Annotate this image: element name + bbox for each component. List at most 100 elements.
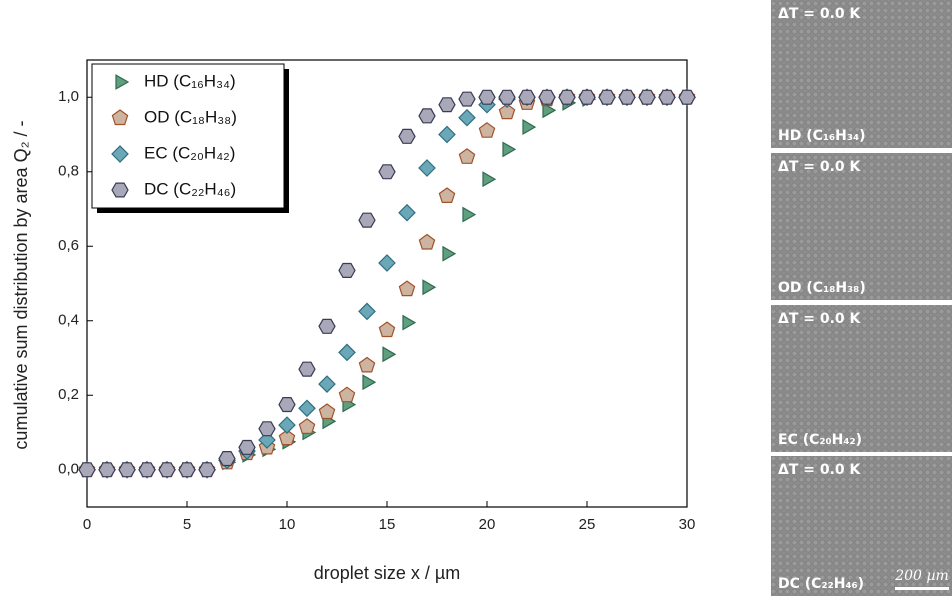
x-tick-label: 30 <box>679 516 696 533</box>
data-point <box>638 89 656 105</box>
data-point <box>478 89 496 105</box>
y-tick-label: 1,0 <box>58 88 79 105</box>
data-point <box>118 462 136 478</box>
x-axis-label: droplet size x / µm <box>314 563 460 583</box>
data-point <box>498 103 516 120</box>
data-point <box>298 418 316 434</box>
data-point <box>402 314 417 331</box>
data-point <box>658 89 676 105</box>
data-point <box>358 212 376 228</box>
data-point <box>338 262 356 278</box>
data-point <box>178 462 196 478</box>
panel-condition: ΔT = 0.0 K <box>778 462 862 478</box>
data-point <box>418 159 436 177</box>
x-tick-label: 15 <box>379 516 396 533</box>
data-point <box>618 89 636 105</box>
data-point <box>398 203 416 222</box>
panel-label: EC (C₂₀H₄₂) <box>778 432 862 448</box>
data-point <box>438 187 456 203</box>
data-point <box>418 108 436 124</box>
legend-marker <box>111 145 129 163</box>
data-point <box>238 439 256 455</box>
y-tick-label: 0,0 <box>58 461 79 478</box>
data-point <box>462 206 477 223</box>
data-point <box>318 403 336 420</box>
data-point <box>158 462 176 478</box>
legend-marker <box>111 109 129 126</box>
data-point <box>522 119 537 136</box>
data-point <box>358 356 376 373</box>
panel-label: OD (C₁₈H₃₈) <box>778 280 866 296</box>
data-point <box>138 462 156 478</box>
legend-label: EC (C₂₀H₄₂) <box>144 143 235 162</box>
data-point <box>438 125 456 144</box>
micrograph <box>771 305 952 452</box>
scale-bar <box>895 587 949 590</box>
data-point <box>598 89 616 105</box>
data-point <box>482 171 497 188</box>
legend-label: OD (C₁₈H₃₈) <box>144 107 237 126</box>
micrograph <box>771 153 952 300</box>
data-point <box>298 399 316 418</box>
x-tick-label: 5 <box>183 516 191 533</box>
data-point <box>278 429 296 446</box>
legend-label: HD (C₁₆H₃₄) <box>144 71 236 90</box>
panel-condition: ΔT = 0.0 K <box>778 159 862 175</box>
y-tick-label: 0,8 <box>58 163 79 180</box>
data-point <box>382 346 397 363</box>
data-point <box>98 462 116 478</box>
panel-label: DC (C₂₂H₄₆) <box>778 576 864 592</box>
data-point <box>278 397 296 413</box>
data-point <box>538 89 556 105</box>
data-point <box>458 91 476 107</box>
scale-bar-label: 200 µm <box>894 568 949 584</box>
data-point <box>318 375 336 393</box>
data-point <box>378 321 396 338</box>
data-point <box>398 280 416 297</box>
panel-condition: ΔT = 0.0 K <box>778 311 862 327</box>
legend-marker <box>111 182 129 198</box>
data-point <box>378 254 396 272</box>
data-point <box>362 374 377 391</box>
data-point <box>498 89 516 105</box>
data-point <box>478 122 496 138</box>
data-point <box>558 89 576 105</box>
data-point <box>358 302 376 321</box>
data-point <box>678 89 696 105</box>
data-point <box>258 421 276 437</box>
data-point <box>542 102 557 119</box>
legend-label: DC (C₂₂H₄₆) <box>144 179 236 198</box>
data-point <box>318 318 336 334</box>
y-axis-label: cumulative sum distribution by area Q₂ /… <box>11 120 31 449</box>
x-tick-label: 0 <box>83 516 91 533</box>
x-tick-label: 25 <box>579 516 596 533</box>
data-point <box>338 343 356 362</box>
data-point <box>298 361 316 377</box>
data-point <box>422 279 437 296</box>
data-point <box>578 89 596 105</box>
data-point <box>438 97 456 113</box>
data-point <box>278 416 296 434</box>
y-tick-label: 0,2 <box>58 386 79 403</box>
y-tick-label: 0,4 <box>58 312 79 329</box>
x-tick-label: 20 <box>479 516 496 533</box>
micrograph <box>771 0 952 148</box>
data-point <box>398 128 416 144</box>
data-point <box>458 148 476 164</box>
data-point <box>502 141 517 158</box>
data-point <box>458 108 476 127</box>
data-point <box>338 386 356 403</box>
x-tick-label: 10 <box>279 516 296 533</box>
data-point <box>378 164 396 180</box>
data-point <box>78 462 96 478</box>
data-point <box>198 462 216 478</box>
legend-marker <box>115 74 130 90</box>
data-point <box>218 451 236 467</box>
data-point <box>418 233 436 250</box>
y-tick-label: 0,6 <box>58 237 79 254</box>
data-point <box>442 245 457 262</box>
data-point <box>518 89 536 105</box>
micrograph <box>771 456 952 596</box>
